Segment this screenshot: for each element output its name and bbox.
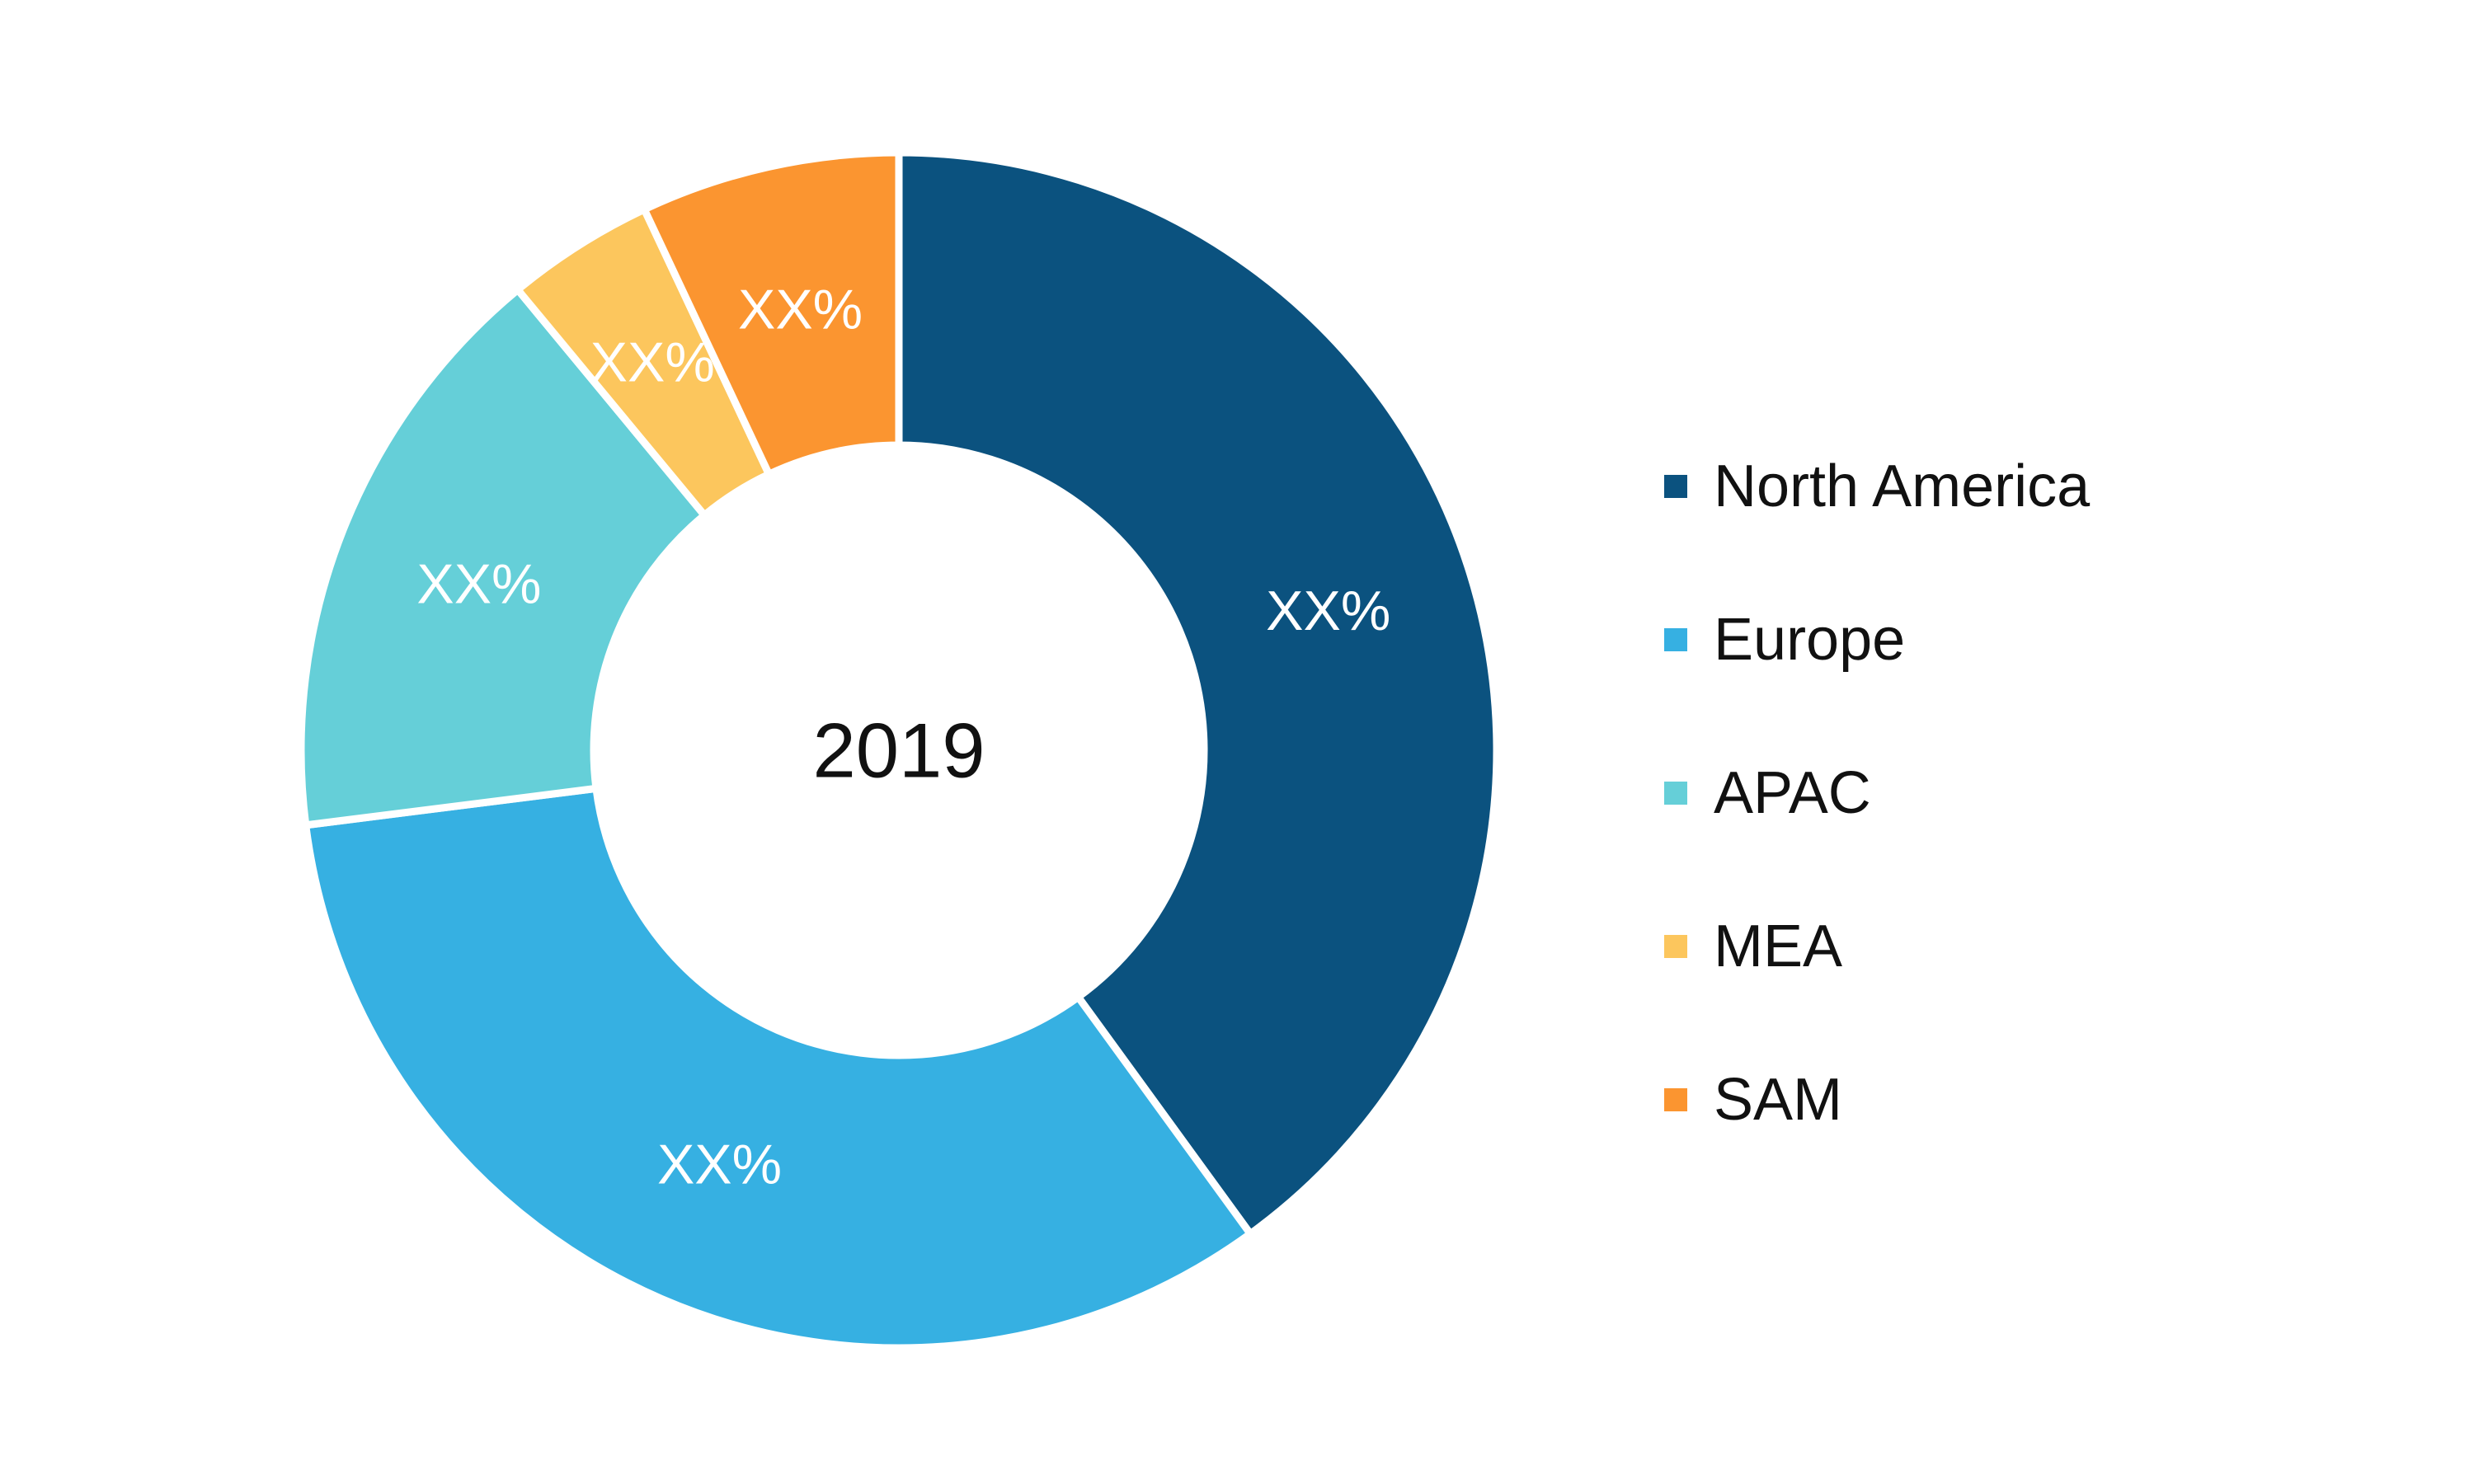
legend: North America Europe APAC MEA SAM <box>1664 453 2091 1133</box>
legend-swatch <box>1664 782 1687 805</box>
legend-swatch <box>1664 628 1687 651</box>
slice-label-north-america: XX% <box>1266 580 1390 642</box>
slice-north-america <box>895 148 1501 1239</box>
legend-label: Europe <box>1714 607 1905 673</box>
legend-swatch <box>1664 935 1687 958</box>
legend-swatch <box>1664 475 1687 498</box>
slice-label-apac: XX% <box>416 552 541 615</box>
legend-item-north-america: North America <box>1664 453 2091 519</box>
legend-item-apac: APAC <box>1664 760 1871 826</box>
slice-europe <box>301 784 1256 1352</box>
donut-slice-labels: XX% XX% XX% XX% XX% <box>416 279 1390 1196</box>
slice-label-europe: XX% <box>657 1133 782 1195</box>
center-year-label: 2019 <box>812 707 985 794</box>
legend-item-europe: Europe <box>1664 607 1905 673</box>
slice-label-sam: XX% <box>738 279 863 341</box>
legend-item-mea: MEA <box>1664 913 1842 979</box>
donut-slices <box>297 148 1501 1352</box>
legend-label: North America <box>1714 453 2091 519</box>
legend-label: SAM <box>1714 1067 1842 1133</box>
slice-sam <box>639 148 903 480</box>
slice-apac <box>297 284 710 829</box>
slice-label-mea: XX% <box>590 331 715 393</box>
legend-item-sam: SAM <box>1664 1067 1842 1133</box>
legend-swatch <box>1664 1088 1687 1111</box>
legend-label: MEA <box>1714 913 1842 979</box>
legend-label: APAC <box>1714 760 1871 826</box>
